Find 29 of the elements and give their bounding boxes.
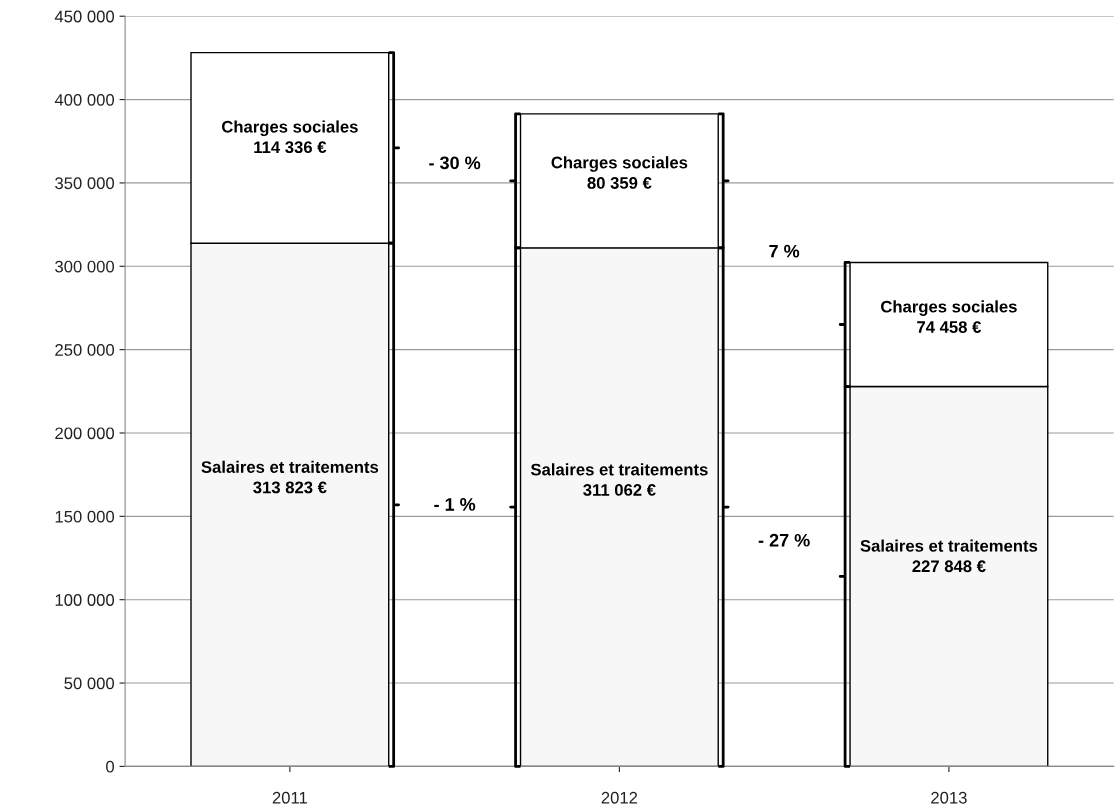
- annotation: - 30 %: [429, 156, 481, 170]
- y-tick-label: 150 000: [55, 510, 115, 523]
- data-label: 313 823 €: [253, 481, 327, 494]
- annotation: - 27 %: [758, 533, 810, 547]
- data-label: 114 336 €: [254, 141, 327, 154]
- data-label: 311 062 €: [583, 484, 656, 496]
- data-label: 227 848 €: [912, 560, 986, 573]
- text: Charges sociales: [551, 156, 688, 172]
- y-tick-label: 400 000: [54, 93, 115, 106]
- x-tick-label: 2011: [272, 791, 307, 804]
- y-tick-label: 450 000: [54, 10, 115, 23]
- x-tick-label: 2012: [601, 791, 638, 804]
- annotation: 7 %: [769, 244, 800, 258]
- data-label: 80 359 €: [587, 177, 652, 189]
- y-tick-label: 100 000: [55, 594, 115, 606]
- text: Charges sociales: [881, 300, 1017, 316]
- series-label: Charges sociales: [222, 120, 358, 137]
- text: Salaires et traitements: [860, 539, 1038, 552]
- y-tick-label: 350 000: [55, 177, 115, 190]
- annotation: - 1 %: [434, 498, 476, 511]
- y-tick-label: 300 000: [55, 260, 115, 273]
- data-label: 74 458 €: [917, 321, 982, 333]
- series-label: Salaires et traitements: [201, 460, 379, 473]
- text: Salaires et traitements: [530, 463, 708, 476]
- y-tick-label: 200 000: [55, 427, 115, 440]
- x-tick-label: 2013: [931, 791, 967, 804]
- y-tick-label: 250 000: [55, 344, 115, 356]
- y-tick-label: 0: [106, 760, 115, 773]
- y-tick-label: 50 000: [64, 677, 115, 690]
